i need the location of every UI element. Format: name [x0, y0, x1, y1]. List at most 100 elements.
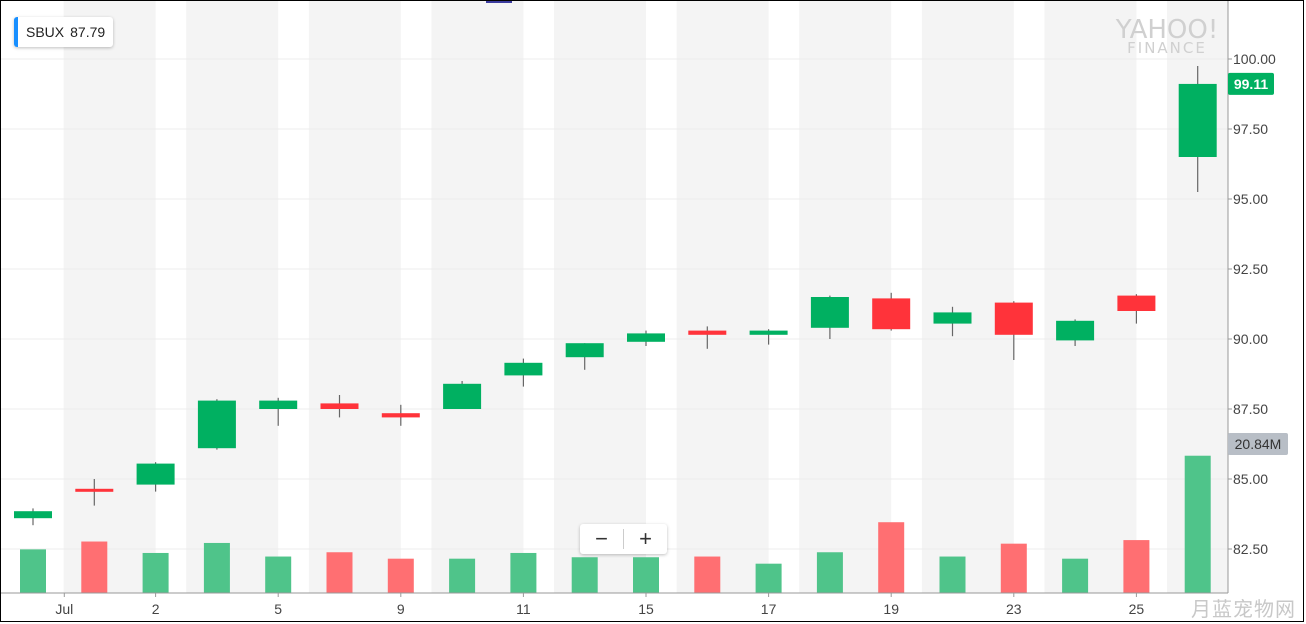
y-tick-label: 87.50 [1233, 401, 1268, 417]
zoom-out-button[interactable]: − [580, 524, 623, 554]
y-tick-label: 90.00 [1233, 331, 1268, 347]
volume-bar [1062, 558, 1089, 593]
candle-body [933, 312, 972, 324]
candlestick [688, 326, 727, 349]
y-tick-label: 82.50 [1233, 541, 1268, 557]
candlestick [565, 343, 604, 370]
candle-body [994, 302, 1033, 335]
volume-bar [203, 542, 230, 593]
candlestick [136, 462, 175, 492]
volume-bar [939, 556, 966, 593]
band [308, 0, 401, 593]
candlestick [504, 358, 543, 387]
zoom-separator [623, 529, 624, 549]
volume-bar [387, 558, 414, 593]
x-tick-label: 5 [274, 601, 282, 617]
volume-bar [326, 552, 353, 593]
x-tick-label: 17 [761, 601, 777, 617]
x-tick-label: Jul [55, 601, 73, 617]
top-marker [486, 0, 512, 3]
candle-body [872, 298, 911, 330]
volume-bar [816, 552, 843, 593]
volume-bar [571, 557, 598, 593]
y-tick-label: 100.00 [1233, 51, 1276, 67]
candlestick [872, 292, 911, 331]
volume-bar [510, 552, 537, 593]
y-tick-label: 95.00 [1233, 191, 1268, 207]
minus-icon: − [595, 526, 608, 551]
band [554, 0, 646, 593]
candle-body [565, 343, 604, 358]
candlestick [810, 295, 849, 339]
volume-bar [142, 552, 169, 593]
volume-bar [878, 522, 905, 593]
legend-accent [14, 17, 18, 47]
volume-bar [265, 556, 292, 593]
y-tick-label: 97.50 [1233, 121, 1268, 137]
x-tick-label: 9 [397, 601, 405, 617]
legend-symbol: SBUX [26, 24, 65, 40]
candle-body [381, 413, 420, 418]
candlestick [197, 399, 236, 450]
volume-bar [1123, 540, 1150, 593]
zoom-in-button[interactable]: + [624, 524, 667, 554]
x-tick-label: 2 [152, 601, 160, 617]
last-price-tag [1228, 72, 1274, 95]
corner-watermark: 月蓝宠物网 [1191, 597, 1296, 621]
candle-body [259, 400, 298, 409]
alternating-bands [63, 0, 1228, 593]
candlesticks [14, 66, 1217, 526]
last-price-tag-label: 99.11 [1234, 76, 1268, 92]
candle-body [14, 511, 52, 519]
x-tick-label: 19 [883, 601, 899, 617]
legend[interactable]: SBUX 87.79 [14, 17, 114, 47]
candle-body [1056, 320, 1095, 341]
volume-bar [755, 563, 782, 593]
candlestick [75, 479, 114, 506]
candlestick [1056, 319, 1095, 346]
candle-body [688, 330, 727, 335]
candlestick [994, 301, 1033, 360]
x-tick-label: 11 [516, 601, 531, 617]
candlestick [14, 508, 52, 526]
volume-bar [633, 557, 659, 593]
y-tick-label: 85.00 [1233, 471, 1268, 487]
x-tick-label: 15 [638, 601, 654, 617]
candle-body [197, 400, 236, 449]
zoom-controls: − + [580, 524, 667, 554]
volume-bar [1184, 455, 1211, 593]
watermark-line1: YAHOO! [1115, 15, 1219, 45]
candlestick [320, 395, 359, 418]
candlestick [749, 329, 788, 345]
band [799, 0, 892, 593]
volume-bar [1000, 543, 1027, 593]
candle-body [749, 330, 788, 335]
candlestick [933, 306, 972, 337]
plus-icon: + [639, 526, 652, 551]
candle-body [810, 297, 849, 328]
candlestick [627, 330, 665, 346]
axis-tags: 99.11 20.84M [1228, 72, 1288, 455]
candlestick [1117, 294, 1156, 324]
volume-tag-label: 20.84M [1235, 436, 1282, 452]
candle-body [504, 362, 543, 376]
candle-body [1178, 83, 1217, 157]
x-tick-label: 23 [1006, 601, 1022, 617]
band [431, 0, 524, 593]
x-axis-ticks: Jul 2 5 9 11 15 17 19 23 25 [55, 593, 1144, 617]
band [676, 0, 769, 593]
candle-body [627, 333, 665, 342]
candle-body [320, 403, 359, 409]
candle-body [75, 488, 114, 492]
volume-bar [81, 541, 108, 593]
volume-tag [1228, 433, 1288, 455]
candle-body [1117, 295, 1156, 311]
legend-price: 87.79 [70, 24, 106, 40]
candle-body [136, 463, 175, 485]
x-tick-label: 25 [1129, 601, 1145, 617]
candlestick [259, 397, 298, 426]
band [63, 0, 156, 593]
watermark-line2: FINANCE [1127, 39, 1207, 57]
